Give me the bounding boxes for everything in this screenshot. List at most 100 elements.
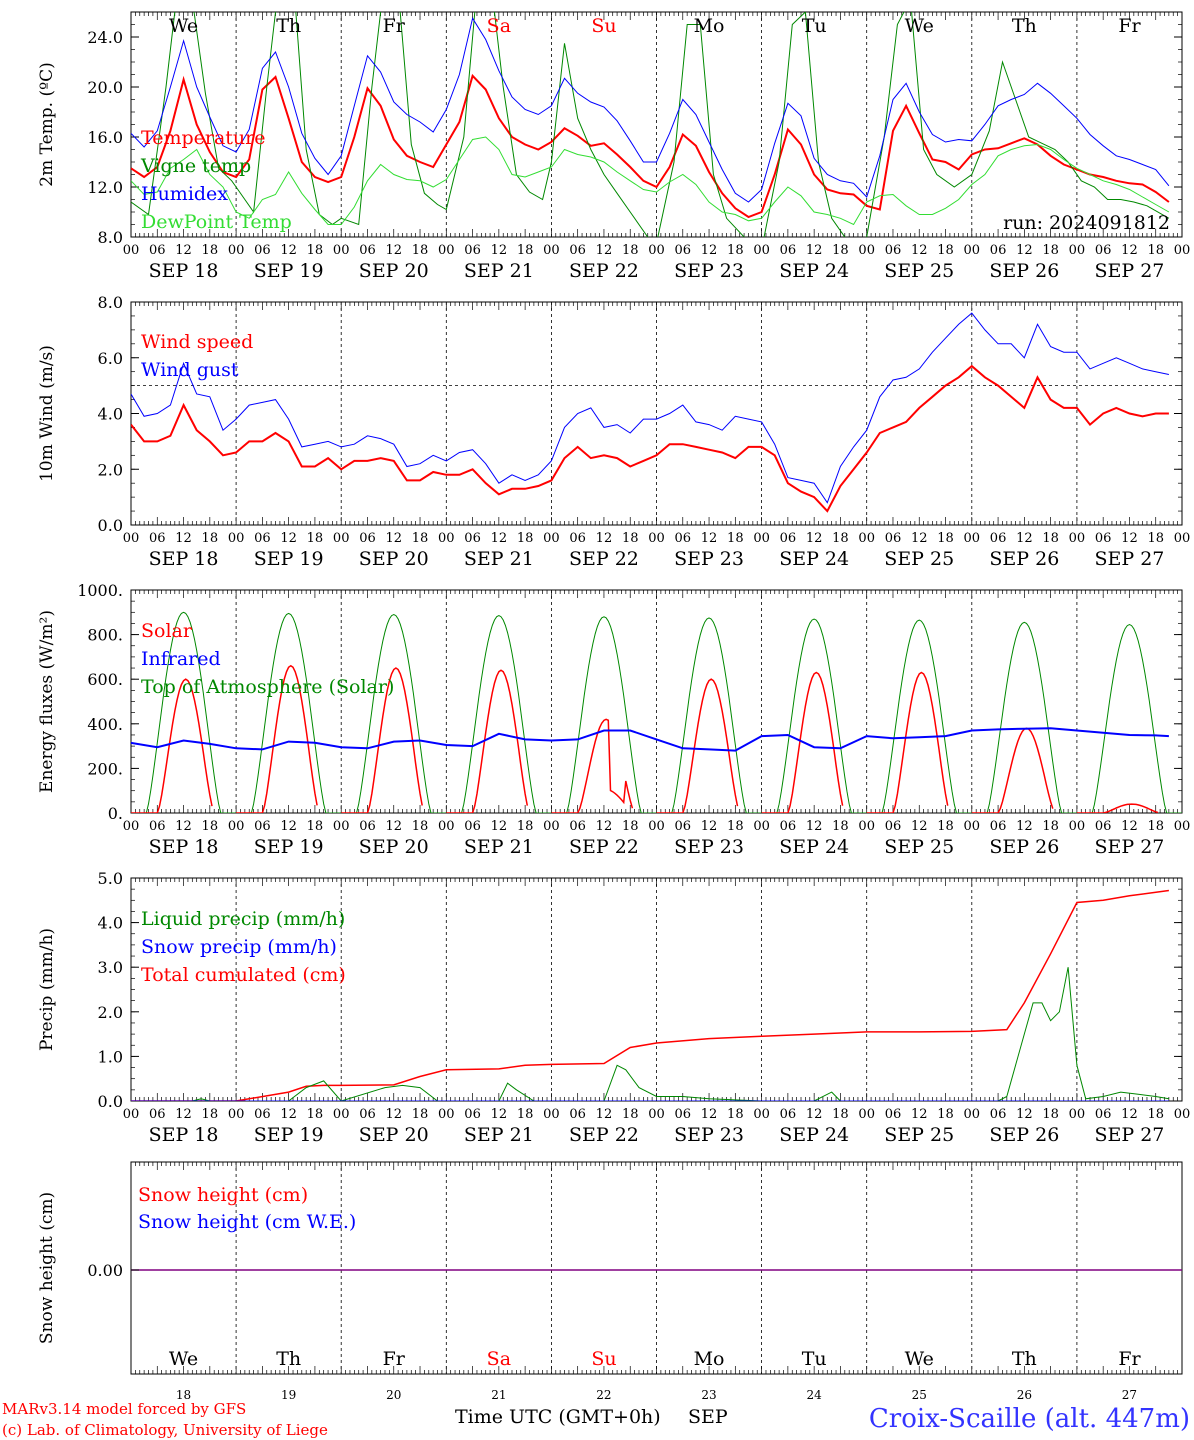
hour-tick-label: 00 (753, 531, 770, 546)
hour-tick-label: 12 (1121, 819, 1138, 834)
date-label: SEP 19 (254, 1124, 324, 1146)
hour-tick-label: 06 (359, 1107, 376, 1122)
hour-tick-label: 18 (937, 531, 954, 546)
y-tick-label: 12.0 (87, 178, 123, 197)
hour-tick-label: 18 (517, 531, 534, 546)
legend-entry: Top of Atmosphere (Solar) (141, 676, 394, 698)
hour-tick-label: 06 (254, 819, 271, 834)
hour-tick-label: 00 (648, 243, 665, 258)
hour-tick-label: 06 (990, 819, 1007, 834)
weekday-label: Sa (487, 1348, 511, 1370)
hour-tick-label: 12 (1016, 531, 1033, 546)
hour-tick-label: 18 (517, 819, 534, 834)
hour-tick-label: 00 (1174, 1107, 1191, 1122)
station-name: Croix-Scaille (alt. 447m) (869, 1404, 1190, 1434)
date-label: SEP 22 (569, 260, 639, 282)
hour-tick-label: 06 (149, 243, 166, 258)
y-tick-label: 4.0 (98, 914, 123, 933)
hour-tick-label: 18 (307, 819, 324, 834)
hour-tick-label: 06 (780, 1107, 797, 1122)
hour-tick-label: 00 (1069, 819, 1086, 834)
date-label: SEP 20 (359, 548, 429, 570)
hour-tick-label: 18 (937, 243, 954, 258)
hour-tick-label: 00 (964, 531, 981, 546)
x-axis-label: Time UTC (GMT+0h) (455, 1406, 661, 1428)
weekday-label: Fr (383, 1348, 406, 1370)
hour-tick-label: 12 (911, 819, 928, 834)
hour-tick-label: 00 (333, 1107, 350, 1122)
hour-tick-label: 12 (1016, 819, 1033, 834)
y-axis-label: 2m Temp. (ºC) (37, 62, 57, 187)
date-label: SEP 24 (779, 836, 849, 858)
hour-tick-label: 06 (675, 1107, 692, 1122)
y-tick-label: 1.0 (98, 1047, 123, 1066)
hour-tick-label: 00 (543, 243, 560, 258)
hour-tick-label: 06 (1095, 531, 1112, 546)
hour-tick-label: 06 (254, 1107, 271, 1122)
hour-tick-label: 18 (832, 819, 849, 834)
series-line (131, 73, 1170, 219)
hour-tick-label: 06 (359, 819, 376, 834)
series-line (131, 364, 1169, 513)
day-number-label: 23 (701, 1388, 716, 1402)
date-label: SEP 21 (464, 260, 534, 282)
hour-tick-label: 12 (806, 819, 823, 834)
date-label: SEP 25 (884, 1124, 954, 1146)
y-tick-label: 0.0 (98, 516, 123, 535)
legend-entry: Total cumulated (cm) (141, 964, 346, 986)
hour-tick-label: 18 (1042, 819, 1059, 834)
toa-solar-line (236, 612, 342, 813)
y-tick-label: 24.0 (87, 28, 123, 47)
series-line (131, 17, 1170, 203)
date-label: SEP 22 (569, 548, 639, 570)
toa-solar-line (656, 617, 762, 813)
hour-tick-label: 00 (543, 531, 560, 546)
hour-tick-label: 12 (491, 243, 508, 258)
hour-tick-label: 18 (412, 819, 429, 834)
hour-tick-label: 00 (964, 243, 981, 258)
date-label: SEP 24 (779, 260, 849, 282)
panel-frame (130, 301, 1183, 526)
weekday-label: Sa (487, 15, 511, 37)
y-axis-label: Energy fluxes (W/m²) (37, 610, 57, 793)
hour-tick-label: 00 (1069, 243, 1086, 258)
date-label: SEP 20 (359, 836, 429, 858)
legend-entry: Snow precip (mm/h) (141, 936, 337, 958)
month-label: SEP (688, 1406, 728, 1428)
weekday-label: We (905, 1348, 934, 1370)
hour-tick-label: 18 (202, 819, 219, 834)
hour-tick-label: 18 (727, 531, 744, 546)
hour-tick-label: 18 (622, 243, 639, 258)
hour-tick-label: 18 (1042, 1107, 1059, 1122)
toa-solar-line (131, 611, 237, 813)
hour-tick-label: 00 (1174, 819, 1191, 834)
hour-tick-label: 12 (385, 243, 402, 258)
hour-tick-label: 00 (1174, 531, 1191, 546)
legend-entry: Snow height (cm W.E.) (138, 1211, 356, 1233)
date-label: SEP 23 (674, 260, 744, 282)
hour-tick-label: 00 (123, 1107, 140, 1122)
hour-tick-label: 00 (438, 243, 455, 258)
hour-tick-label: 06 (359, 531, 376, 546)
hour-tick-label: 18 (622, 819, 639, 834)
hour-tick-label: 18 (1042, 243, 1059, 258)
y-axis-label: Precip (mm/h) (37, 928, 57, 1051)
legend-entry: Solar (141, 620, 193, 642)
hour-tick-label: 12 (175, 243, 192, 258)
weekday-label: Mo (694, 1348, 725, 1370)
y-tick-label: 200. (87, 759, 123, 778)
hour-tick-label: 00 (648, 531, 665, 546)
hour-tick-label: 00 (228, 243, 245, 258)
hour-tick-label: 18 (412, 243, 429, 258)
date-label: SEP 26 (989, 836, 1059, 858)
panel-snow (130, 1161, 1183, 1375)
toa-solar-line (551, 616, 657, 813)
hour-tick-label: 18 (727, 243, 744, 258)
hour-tick-label: 00 (438, 819, 455, 834)
weekday-label: Th (276, 15, 301, 37)
hour-tick-label: 00 (438, 531, 455, 546)
day-number-label: 26 (1017, 1388, 1032, 1402)
toa-solar-line (446, 615, 552, 813)
date-label: SEP 25 (884, 836, 954, 858)
hour-tick-label: 18 (937, 819, 954, 834)
